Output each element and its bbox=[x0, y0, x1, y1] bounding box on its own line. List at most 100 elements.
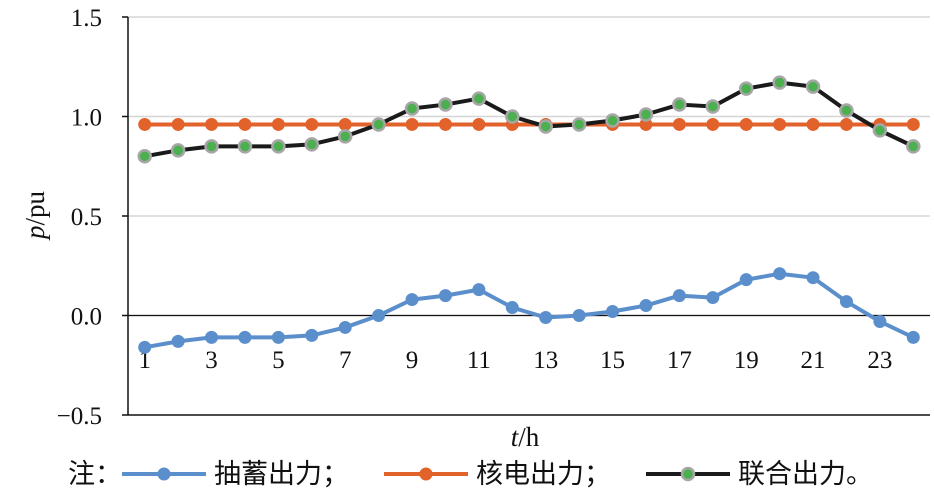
legend-item-3: 联合出力。 bbox=[646, 459, 873, 490]
data-point bbox=[872, 123, 888, 138]
data-point bbox=[705, 99, 721, 114]
series-line bbox=[144, 80, 915, 159]
y-tick-label: 1.0 bbox=[71, 105, 102, 132]
data-point bbox=[337, 129, 353, 144]
data-point bbox=[405, 117, 419, 131]
y-tick-label: 0.0 bbox=[71, 304, 102, 331]
data-point bbox=[906, 117, 920, 131]
x-tick-label: 19 bbox=[734, 347, 759, 374]
data-point bbox=[672, 289, 686, 303]
data-point bbox=[205, 117, 219, 131]
x-axis-title: t/h bbox=[511, 422, 540, 452]
legend-marker bbox=[419, 467, 433, 481]
series-layer bbox=[137, 75, 921, 354]
y-tick-label: 1.5 bbox=[71, 5, 102, 32]
data-point bbox=[638, 107, 654, 122]
data-point bbox=[839, 295, 853, 309]
data-point bbox=[271, 330, 285, 344]
data-point bbox=[237, 139, 253, 154]
y-tick-labels: 1.5 1.0 0.5 0.0 −0.5 bbox=[57, 5, 102, 430]
x-tick-label: 1 bbox=[138, 347, 151, 374]
data-point bbox=[739, 273, 753, 287]
legend-label: 抽蓄出力； bbox=[214, 459, 349, 490]
legend-label: 联合出力。 bbox=[738, 459, 873, 490]
x-tick-label: 13 bbox=[533, 347, 558, 374]
data-point bbox=[772, 75, 787, 90]
data-point bbox=[571, 117, 587, 132]
data-point bbox=[873, 314, 887, 328]
data-point bbox=[738, 81, 754, 96]
data-point bbox=[505, 109, 520, 124]
series-1 bbox=[138, 267, 920, 354]
data-point bbox=[438, 117, 452, 131]
data-point bbox=[606, 305, 620, 319]
y-axis-var: p bbox=[20, 226, 50, 242]
x-tick-label: 3 bbox=[205, 347, 218, 374]
x-axis-unit: /h bbox=[518, 422, 540, 452]
data-point bbox=[906, 330, 920, 344]
data-point bbox=[138, 117, 152, 131]
y-axis-title: p/pu bbox=[20, 191, 50, 242]
data-point bbox=[472, 117, 486, 131]
x-tick-labels: 1 3 5 7 9 11 13 15 17 19 21 23 bbox=[138, 347, 892, 374]
data-point bbox=[371, 117, 386, 132]
data-point bbox=[305, 328, 319, 342]
y-tick-label: 0.5 bbox=[71, 204, 102, 231]
data-point bbox=[806, 271, 820, 285]
data-point bbox=[238, 117, 252, 131]
data-point bbox=[404, 101, 420, 116]
data-point bbox=[672, 117, 686, 131]
data-point bbox=[438, 289, 452, 303]
data-point bbox=[304, 137, 320, 152]
legend-item-2: 核电出力； bbox=[384, 459, 611, 490]
data-point bbox=[372, 309, 386, 322]
data-point bbox=[906, 139, 921, 154]
y-axis-unit: /pu bbox=[20, 191, 50, 226]
x-axis-var: t bbox=[511, 422, 520, 452]
data-point bbox=[572, 309, 586, 322]
data-point bbox=[839, 117, 853, 131]
x-tick-label: 21 bbox=[801, 347, 826, 374]
data-point bbox=[739, 117, 753, 131]
data-point bbox=[271, 139, 286, 154]
data-point bbox=[170, 143, 186, 158]
data-point bbox=[672, 97, 687, 112]
data-point bbox=[171, 334, 185, 348]
data-point bbox=[706, 291, 720, 305]
data-point bbox=[405, 293, 419, 307]
x-tick-label: 9 bbox=[406, 347, 419, 374]
data-point bbox=[505, 301, 519, 315]
x-tick-label: 15 bbox=[600, 347, 625, 374]
legend-label: 核电出力； bbox=[476, 459, 611, 490]
data-point bbox=[839, 103, 854, 118]
data-point bbox=[472, 283, 486, 297]
series-line bbox=[144, 271, 915, 350]
data-point bbox=[471, 91, 487, 106]
data-point bbox=[773, 117, 787, 131]
data-point bbox=[805, 79, 821, 94]
x-tick-label: 5 bbox=[272, 347, 285, 374]
grid-lines bbox=[128, 16, 930, 317]
legend-marker bbox=[157, 467, 171, 481]
data-point bbox=[605, 113, 620, 128]
data-point bbox=[338, 117, 352, 131]
legend-marker bbox=[680, 466, 696, 482]
data-point bbox=[806, 117, 820, 131]
data-point bbox=[137, 149, 152, 164]
data-point bbox=[773, 267, 787, 281]
series-3 bbox=[137, 75, 921, 164]
data-point bbox=[138, 340, 152, 354]
data-point bbox=[305, 117, 319, 131]
x-tick-label: 11 bbox=[467, 347, 491, 374]
data-point bbox=[205, 330, 219, 344]
data-point bbox=[338, 320, 352, 334]
data-point bbox=[639, 299, 653, 313]
y-tick-label: −0.5 bbox=[57, 403, 102, 430]
data-point bbox=[171, 117, 185, 131]
legend: 注： 抽蓄出力； 核电出力； 联合出力。 bbox=[68, 459, 873, 490]
series-2 bbox=[138, 117, 920, 131]
x-tick-label: 23 bbox=[867, 347, 892, 374]
data-point bbox=[706, 117, 720, 131]
data-point bbox=[438, 97, 453, 112]
